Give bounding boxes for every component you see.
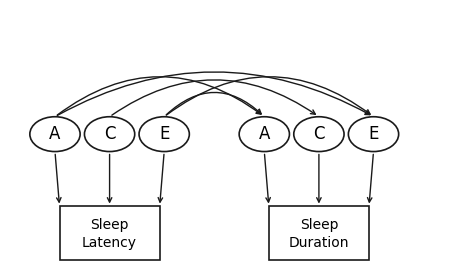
Text: Duration: Duration: [289, 236, 349, 250]
Text: Sleep: Sleep: [300, 218, 338, 232]
Ellipse shape: [294, 117, 344, 151]
Text: C: C: [313, 125, 325, 143]
Text: E: E: [368, 125, 379, 143]
Text: C: C: [104, 125, 115, 143]
Text: A: A: [49, 125, 61, 143]
Text: A: A: [259, 125, 270, 143]
Ellipse shape: [348, 117, 399, 151]
Ellipse shape: [139, 117, 189, 151]
Ellipse shape: [84, 117, 135, 151]
Text: E: E: [159, 125, 169, 143]
Text: Sleep: Sleep: [91, 218, 129, 232]
Text: Latency: Latency: [82, 236, 137, 250]
Ellipse shape: [30, 117, 80, 151]
Ellipse shape: [239, 117, 290, 151]
Bar: [269, 206, 369, 260]
Bar: [60, 206, 160, 260]
